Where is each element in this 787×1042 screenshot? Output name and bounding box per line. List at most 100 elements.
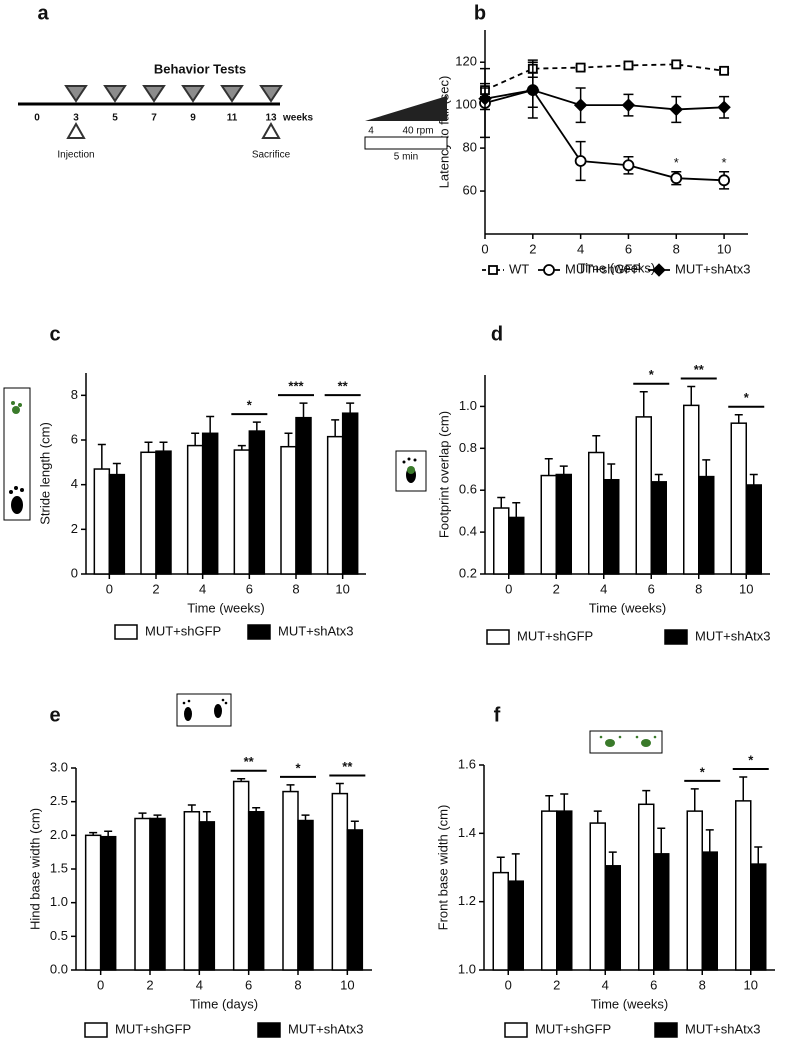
marker (573, 98, 588, 112)
y-tick-label: 2.0 (50, 827, 68, 842)
marker (719, 65, 729, 76)
y-tick-label: 2 (71, 521, 78, 536)
legend-marker (652, 263, 666, 277)
y-tick-label: 1.5 (50, 860, 68, 875)
bar (295, 416, 312, 575)
y-tick-label: 1.4 (458, 825, 476, 840)
timeline-unit: weeks (282, 113, 313, 124)
significance-label: * (722, 155, 727, 170)
x-tick-label: 2 (553, 977, 560, 992)
error-bar (331, 419, 340, 437)
bar (247, 811, 265, 971)
bar (198, 821, 216, 971)
y-tick-label: 0.2 (459, 565, 477, 580)
marker (526, 83, 540, 97)
y-tick-label: 1.0 (458, 961, 476, 976)
error-bar (642, 789, 651, 805)
y-tick-label: 4 (71, 476, 78, 491)
x-tick-label: 6 (245, 977, 252, 992)
y-tick-label: 60 (463, 182, 477, 197)
error-bar (608, 851, 617, 866)
error-bar (592, 434, 601, 453)
timeline-tick-label: 5 (112, 113, 118, 124)
test-marker (220, 85, 244, 103)
test-marker (259, 85, 283, 103)
bar (149, 817, 166, 971)
bar (248, 430, 266, 575)
significance-label: * (247, 398, 253, 413)
marker (669, 102, 683, 117)
error-bar (191, 432, 200, 446)
timeline-tick-label: 7 (151, 113, 157, 124)
x-tick-label: 10 (335, 581, 349, 596)
error-bar (346, 402, 355, 414)
bar (233, 449, 251, 575)
timeline-tick-label: 11 (227, 113, 238, 124)
error-bar (202, 811, 211, 822)
timeline-tick-label: 3 (73, 113, 79, 124)
x-tick-label: 4 (602, 977, 609, 992)
x-tick-label: 8 (673, 241, 680, 256)
bar (282, 790, 299, 971)
bar (683, 404, 700, 575)
legend-label: MUT+shGFP (115, 1021, 191, 1036)
legend-swatch (247, 624, 271, 640)
x-tick-label: 6 (648, 581, 655, 596)
test-marker (64, 85, 88, 103)
x-axis-label: Time (weeks) (187, 600, 265, 615)
marker (718, 174, 730, 187)
error-bar (286, 784, 295, 792)
marker (623, 60, 634, 71)
marker (717, 100, 731, 115)
event-marker (261, 121, 281, 139)
x-tick-label: 0 (97, 977, 104, 992)
bar (555, 473, 572, 575)
ramp-icon (365, 96, 447, 121)
error-bar (187, 804, 196, 812)
error-bar (702, 459, 711, 477)
error-bar (299, 402, 308, 418)
error-bar (112, 462, 121, 475)
bar (134, 817, 151, 971)
marker (574, 155, 587, 167)
bar (341, 412, 359, 575)
x-tick-label: 2 (146, 977, 153, 992)
x-axis-label: Time (weeks) (578, 260, 656, 275)
panel-label: c (49, 323, 60, 345)
legend-label: MUT+shAtx3 (675, 261, 751, 276)
bar (84, 834, 102, 971)
x-tick-label: 10 (717, 241, 731, 256)
y-tick-label: 100 (455, 97, 477, 112)
error-bar (593, 810, 602, 824)
y-tick-label: 0.4 (459, 524, 477, 539)
bar (346, 829, 364, 971)
x-tick-label: 0 (481, 241, 488, 256)
error-bar (512, 502, 521, 518)
y-tick-label: 0.5 (50, 928, 68, 943)
x-tick-label: 10 (340, 977, 354, 992)
y-tick-label: 0.8 (459, 440, 477, 455)
bar (556, 810, 573, 971)
error-bar (284, 432, 293, 447)
x-tick-label: 2 (553, 581, 560, 596)
x-tick-label: 0 (505, 977, 512, 992)
error-bar (739, 776, 748, 801)
legend-swatch (486, 629, 510, 645)
timeline-title: Behavior Tests (154, 61, 246, 76)
bar (93, 468, 111, 575)
legend-label: MUT+shAtx3 (695, 628, 771, 643)
x-axis-label: Time (days) (190, 996, 258, 1011)
x-axis-label: Time (weeks) (591, 996, 669, 1011)
marker (671, 59, 682, 70)
x-tick-label: 8 (699, 977, 706, 992)
x-tick-label: 6 (625, 241, 632, 256)
legend-label: MUT+shGFP (517, 628, 593, 643)
bar (701, 851, 718, 971)
error-bar (301, 814, 310, 821)
y-tick-label: 1.6 (458, 756, 476, 771)
bar (745, 484, 762, 575)
bar (186, 444, 204, 575)
bar (635, 416, 652, 575)
panel-label: e (49, 704, 60, 726)
